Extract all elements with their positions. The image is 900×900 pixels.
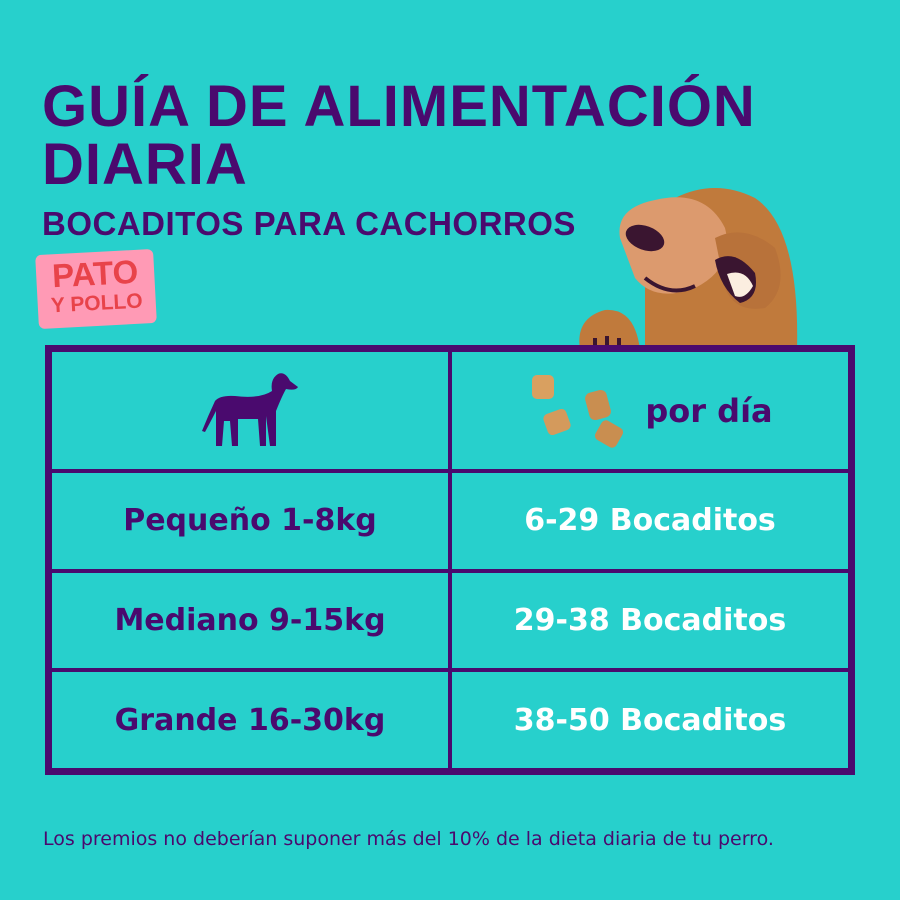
amount-cell: 29-38 Bocaditos — [450, 570, 850, 671]
badge-line-1: PATO — [51, 252, 140, 295]
flavor-badge: PATO Y POLLO — [35, 248, 157, 330]
amount-cell: 6-29 Bocaditos — [450, 471, 850, 571]
puppy-illustration-icon — [579, 188, 798, 350]
title-line-1: GUÍA DE ALIMENTACIÓN — [42, 74, 756, 139]
amount-cell: 38-50 Bocaditos — [450, 670, 850, 770]
size-cell: Mediano 9-15kg — [50, 570, 450, 671]
title-line-2: DIARIA — [42, 132, 248, 197]
size-cell: Pequeño 1-8kg — [50, 471, 450, 571]
dog-silhouette-icon — [202, 372, 298, 446]
page-title: GUÍA DE ALIMENTACIÓN DIARIA — [42, 78, 756, 194]
subtitle: BOCADITOS PARA CACHORROS — [42, 205, 576, 242]
size-cell: Grande 16-30kg — [50, 670, 450, 770]
feeding-table: por día Pequeño 1-8kg 6-29 Bocaditos Med… — [45, 345, 855, 775]
header-cell-dog — [50, 350, 450, 471]
header-cell-per-day: por día — [450, 350, 850, 471]
per-day-label: por día — [645, 391, 773, 430]
treats-icon — [532, 374, 624, 448]
footnote: Los premios no deberían suponer más del … — [43, 828, 774, 850]
badge-line-2: Y POLLO — [50, 289, 144, 318]
